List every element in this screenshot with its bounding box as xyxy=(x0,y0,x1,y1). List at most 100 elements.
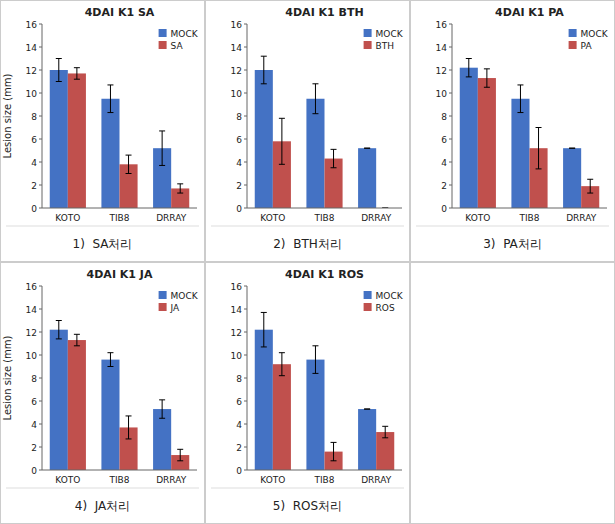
error-bar xyxy=(261,56,267,84)
error-cap xyxy=(279,118,285,119)
legend-swatch xyxy=(364,41,372,49)
y-tick-label: 16 xyxy=(26,20,38,30)
error-cap xyxy=(74,334,80,335)
subtitle: 2) BTH처리 xyxy=(273,237,342,251)
error-bar xyxy=(159,131,165,166)
error-bar xyxy=(312,84,318,114)
legend-label: SA xyxy=(171,41,184,51)
error-cap xyxy=(279,375,285,376)
subtitle: 1) SA처리 xyxy=(73,237,133,251)
error-bar xyxy=(56,59,62,82)
y-tick-label: 16 xyxy=(231,20,243,30)
error-bar xyxy=(364,148,370,149)
error-stem xyxy=(162,131,163,166)
legend-swatch xyxy=(569,41,577,49)
error-cap xyxy=(312,345,318,346)
panel-frame xyxy=(1,263,205,524)
y-tick-label: 6 xyxy=(236,135,242,145)
y-axis xyxy=(452,24,453,208)
error-cap xyxy=(107,112,113,113)
error-stem xyxy=(76,68,77,80)
chart-title: 4DAI K1 PA xyxy=(495,6,564,19)
subtitle-separator xyxy=(211,226,404,227)
error-stem xyxy=(58,321,59,339)
error-bar xyxy=(107,353,113,367)
y-tick-label: 10 xyxy=(26,89,38,99)
legend: MOCKBTH xyxy=(364,29,404,51)
y-axis xyxy=(247,286,248,470)
error-stem xyxy=(180,184,181,193)
y-axis xyxy=(42,286,43,470)
error-cap xyxy=(279,352,285,353)
legend-swatch xyxy=(159,41,167,49)
error-cap xyxy=(159,418,165,419)
y-tick-label: 14 xyxy=(26,305,38,315)
plot-area xyxy=(50,59,190,209)
error-cap xyxy=(364,148,370,149)
error-cap xyxy=(279,164,285,165)
legend-swatch xyxy=(159,291,167,299)
x-axis xyxy=(247,470,402,471)
error-bar xyxy=(56,321,62,339)
y-tick-label: 2 xyxy=(236,443,242,453)
error-cap xyxy=(107,366,113,367)
error-bar xyxy=(466,59,472,77)
y-tick-label: 6 xyxy=(31,135,37,145)
chart-title: 4DAI K1 JA xyxy=(87,268,153,281)
error-cap xyxy=(517,84,523,85)
y-tick-label: 14 xyxy=(231,305,243,315)
subtitle: 4) JA처리 xyxy=(75,499,130,513)
error-stem xyxy=(162,400,163,418)
y-tick-label: 2 xyxy=(441,181,447,191)
error-bar xyxy=(261,312,267,347)
error-stem xyxy=(281,118,282,164)
x-tick-label: KOTO xyxy=(260,213,285,223)
error-cap xyxy=(177,183,183,184)
error-bar xyxy=(331,442,337,460)
error-cap xyxy=(331,442,337,443)
y-tick-label: 4 xyxy=(31,158,37,168)
error-bar xyxy=(74,68,80,80)
error-stem xyxy=(110,85,111,113)
error-cap xyxy=(364,409,370,410)
bar xyxy=(460,68,478,208)
error-cap xyxy=(261,56,267,57)
panel: 4DAI K1 BTH2) BTH처리0246810121416KOTOTIB8… xyxy=(211,6,404,251)
error-stem xyxy=(315,84,316,114)
bar xyxy=(50,330,68,470)
error-cap xyxy=(587,179,593,180)
bar xyxy=(478,78,496,208)
error-cap xyxy=(56,81,62,82)
error-bar xyxy=(484,69,490,87)
y-tick-label: 12 xyxy=(26,328,37,338)
error-cap xyxy=(536,168,542,169)
error-bar xyxy=(364,409,370,410)
error-cap xyxy=(56,58,62,59)
legend-swatch xyxy=(159,29,167,37)
y-tick-label: 16 xyxy=(231,282,243,292)
error-cap xyxy=(331,149,337,150)
y-tick-label: 2 xyxy=(31,181,37,191)
y-tick-label: 0 xyxy=(441,204,447,214)
y-tick-label: 4 xyxy=(236,420,242,430)
error-bar xyxy=(126,416,132,439)
y-axis-label: Lesion size (mm) xyxy=(2,73,13,158)
legend-swatch xyxy=(364,303,372,311)
legend: MOCKROS xyxy=(364,291,404,313)
y-tick-label: 12 xyxy=(436,66,447,76)
y-tick-label: 0 xyxy=(236,204,242,214)
subtitle-separator xyxy=(211,488,404,489)
error-stem xyxy=(263,312,264,347)
y-tick-label: 12 xyxy=(231,66,242,76)
error-bar xyxy=(107,85,113,113)
panel: 4DAI K1 JA4) JA처리0246810121416Lesion siz… xyxy=(2,268,199,513)
y-tick-label: 0 xyxy=(31,204,37,214)
error-bar xyxy=(517,85,523,113)
legend-label: ROS xyxy=(376,303,395,313)
error-cap xyxy=(466,76,472,77)
y-tick-label: 6 xyxy=(31,397,37,407)
x-tick-label: TIB8 xyxy=(518,213,539,223)
plot-area xyxy=(255,56,388,208)
y-tick-label: 6 xyxy=(441,135,447,145)
error-cap xyxy=(74,79,80,80)
